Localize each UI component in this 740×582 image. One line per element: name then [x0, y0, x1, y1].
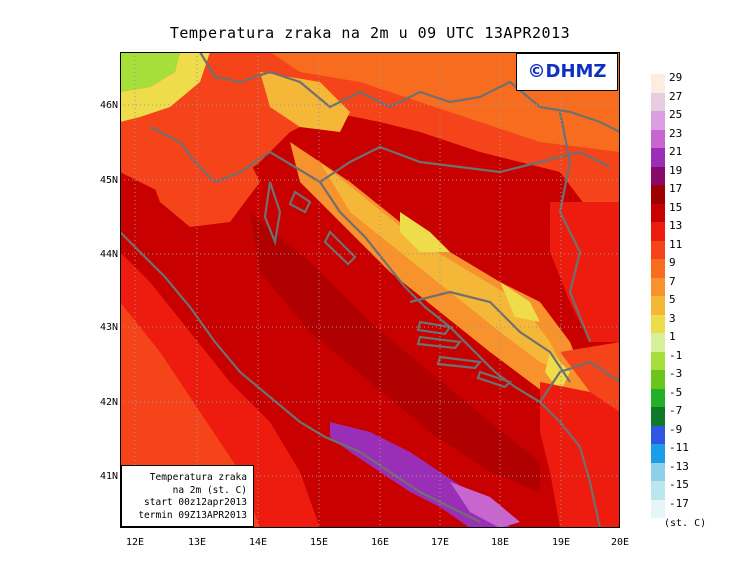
legend-label: -3	[669, 367, 683, 380]
island-brac	[416, 320, 452, 336]
legend-swatch	[651, 74, 665, 93]
x-tick-label: 19E	[551, 537, 571, 548]
island-korcula	[436, 355, 483, 370]
map-title: Temperatura zraka na 2m u 09 UTC 13APR20…	[169, 24, 571, 42]
legend-swatch	[651, 240, 665, 259]
legend-swatch	[651, 92, 665, 111]
legend-swatch	[651, 148, 665, 167]
legend-label: 3	[669, 311, 676, 325]
legend-swatch	[651, 370, 665, 389]
legend-label: -7	[669, 404, 683, 417]
coastline-italy	[120, 231, 481, 523]
legend-label: 13	[669, 219, 683, 232]
legend-swatch	[651, 203, 665, 222]
dinaric-cool	[320, 162, 565, 372]
y-tick-label: 44N	[99, 249, 118, 260]
legend-swatch	[651, 185, 665, 204]
legend-swatch	[651, 129, 665, 148]
island-pag	[323, 230, 357, 266]
legend-label: 11	[669, 237, 683, 251]
info-box: Temperatura zraka na 2m (st. C) start 00…	[121, 465, 254, 527]
legend-swatch	[651, 222, 665, 241]
legend-swatch	[651, 444, 665, 463]
legend-swatch	[651, 314, 665, 333]
legend-label: 17	[669, 182, 683, 195]
legend-label: -13	[669, 459, 689, 473]
x-tick-label: 13E	[187, 537, 207, 548]
island-krk	[288, 190, 312, 214]
alps-cold	[120, 52, 180, 92]
legend-swatch	[651, 333, 665, 352]
legend-label: 19	[669, 163, 683, 177]
balkan-east-field	[550, 202, 620, 342]
balkan-se-field	[540, 382, 620, 528]
legend-label: 7	[669, 274, 676, 288]
istria-field	[140, 122, 260, 227]
x-tick-label: 18E	[490, 537, 510, 548]
dhmz-logo: ©DHMZ	[516, 53, 618, 91]
legend-label: 21	[669, 145, 683, 158]
slovenia-cool	[260, 72, 350, 132]
legend-label: 27	[669, 89, 683, 103]
legend-label: 29	[669, 71, 683, 84]
info-line: start 00z12apr2013	[144, 497, 247, 508]
adriatic-dark	[250, 212, 540, 492]
x-tick-label: 17E	[430, 537, 450, 548]
border-montenegro	[539, 360, 620, 403]
border-serbia	[558, 111, 592, 343]
temperature-map	[120, 52, 620, 528]
legend-label: -9	[669, 422, 683, 436]
border-bih-south	[409, 290, 571, 383]
legend-label: 9	[669, 256, 676, 269]
legend-swatch	[651, 296, 665, 315]
legend-label: 23	[669, 126, 683, 140]
alps-cool	[120, 52, 210, 122]
legend-label: -15	[669, 478, 689, 491]
legend-label: -17	[669, 496, 689, 510]
legend-swatch	[651, 351, 665, 370]
legend-unit: (st. C)	[664, 518, 707, 529]
y-tick-label: 41N	[99, 471, 118, 482]
border-north	[199, 52, 620, 133]
legend-swatch	[651, 259, 665, 278]
y-tick-label: 46N	[99, 100, 118, 111]
border-croatia-bih	[319, 145, 611, 183]
puglia-hot	[450, 482, 520, 528]
x-tick-label: 16E	[370, 537, 390, 548]
legend-swatch	[651, 111, 665, 130]
coastline-east-adriatic	[149, 126, 602, 528]
x-tick-label: 20E	[610, 537, 630, 548]
legend-swatch	[651, 277, 665, 296]
legend-label: 25	[669, 108, 683, 121]
y-tick-label: 45N	[99, 175, 118, 186]
legend-label: -5	[669, 385, 683, 399]
legend-swatch	[651, 388, 665, 407]
legend-swatch	[651, 499, 665, 518]
x-tick-label: 12E	[125, 537, 145, 548]
info-line: na 2m (st. C)	[172, 484, 247, 496]
island-cres	[263, 181, 282, 247]
island-mljet	[476, 370, 513, 389]
legend-label: 15	[669, 200, 683, 214]
y-tick-label: 42N	[99, 397, 118, 408]
x-tick-label: 14E	[248, 537, 268, 548]
legend-swatch	[651, 166, 665, 185]
dinaric-cold-spots	[400, 212, 570, 392]
legend-swatch	[651, 462, 665, 481]
legend-label: 5	[669, 293, 676, 306]
y-tick-label: 43N	[99, 322, 118, 333]
balkan-se-warm	[560, 342, 620, 412]
legend-swatch	[651, 425, 665, 444]
legend-label: -1	[669, 348, 683, 362]
island-hvar	[416, 335, 463, 350]
info-line: Temperatura zraka	[149, 472, 247, 483]
legend-label: 1	[669, 330, 676, 343]
legend-label: -11	[669, 441, 689, 454]
info-line: termin 09Z13APR2013	[138, 509, 247, 521]
x-tick-label: 15E	[309, 537, 329, 548]
legend-swatch	[651, 407, 665, 426]
legend-swatch	[651, 481, 665, 500]
